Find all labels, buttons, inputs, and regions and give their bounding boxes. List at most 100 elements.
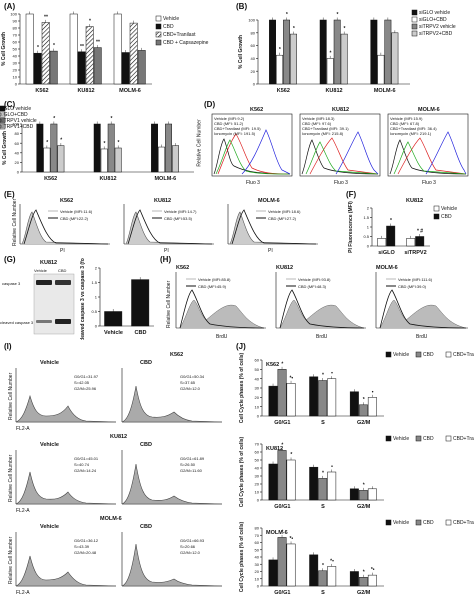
legend-d1-cbd: CBD (MFI: 51.2) [214,121,244,126]
bar-k562-cbd-tranilast [41,22,50,85]
significance-marker: * [37,45,39,51]
y-tick-label: 2 [95,266,98,271]
lane-vehicle: Vehicle [34,268,48,273]
legend-d1-vehicle: Vehicle (MFI:9.2) [214,116,245,121]
legend-e2-cbd: CBD (MFI:53.5) [164,216,193,221]
panel-h-title-k562: K562 [176,265,189,271]
panel-h-xlabel-2: BrdU [316,334,328,340]
bar-sitrpv2-cbd [415,236,425,247]
legend-h2-vehicle: Vehicle (MFI:93.8) [298,277,331,282]
y-tick-label: 60 [251,43,256,48]
lane-cbd: CBD [58,268,67,273]
bar-s-vehicle [309,554,319,587]
legend-d3-ionomycin: Ionomycin (MFI: 219.1) [390,131,432,136]
y-tick-label: 0 [257,414,260,419]
bar-molm-6-sitrpv2-cbd [391,32,399,85]
significance-marker: * [111,116,113,122]
panel-i-cell-cycle-histograms: K562 Vehicle CBD Relative Cell Number G0… [8,352,223,596]
y-tick-label: 0 [367,244,370,249]
significance-marker: * [281,529,283,535]
panel-i-title-molm6: MOLM-6 [100,516,122,522]
y-axis-label: Cell Cycle phases (% of cells) [239,522,245,593]
panel-e-xlabel-1: PI [60,248,65,254]
band-label-caspase3: caspase 3 [2,281,21,286]
y-tick-label: 10 [13,75,18,80]
significance-marker: ** [80,44,84,50]
panel-i-xlabel-3: FL2-A [16,590,30,596]
panel-h-title-molm6: MOLM-6 [376,265,398,271]
legend-vehicle: Vehicle [163,16,179,22]
bar-g0-g1-vehicle [268,559,278,587]
bar-g2-m-vehicle [349,488,359,501]
legend-d1-ionomycin: Ionomycin (MFI: 191.5) [214,131,256,136]
significance-marker: * [344,26,346,32]
tranilast-trace [393,141,467,175]
panel-d-fluo3-histograms: Relative Cell Number K562 Vehicle (MFI:9… [197,104,474,190]
y-tick-label: 60 [255,540,260,545]
cbd-trace [397,137,467,175]
y-tick-label: 90 [13,19,18,24]
ionomycin-trace [425,131,467,175]
i2-cbd-g0g1: G0/G1=61.89 [180,456,205,461]
significance-marker: * [104,141,106,147]
bar-g0-g1-cbd-tranilast [286,543,296,587]
significance-marker: * [322,470,324,476]
legend-swatch-sitrpv2-cbd [411,30,418,37]
bar-vehicle-value [104,311,123,327]
histogram-fill [121,543,223,587]
panel-i-col-vehicle-1: Vehicle [40,360,59,366]
legend-swatch-vehicle [433,205,440,212]
bar-molm-6-cbd [121,52,130,85]
i3-vehicle-g0g1: G0/G1=36.12 [74,538,99,543]
panel-d-frame-k562 [211,113,293,177]
y-tick-label: 100 [248,18,255,23]
y-tick-label: 0 [253,82,256,87]
bar-g0-g1-cbd [277,537,287,587]
bar-ku812-sitrpv2-cbd [340,33,348,85]
bar-molm-6-siglo-vehicle [151,123,158,173]
legend-d2-ionomycin: Ionomycin (MFI: 215.8) [302,131,344,136]
panel-e-title-ku812: KU812 [154,198,171,204]
vehicle-trace [389,139,467,175]
bar-molm-6-sitrpv2-vehicle [384,19,392,85]
bar-ku812-cbd [77,51,86,85]
vehicle-trace [21,211,109,245]
y-tick-label: 1.5 [91,280,97,285]
bar-s-cbd [318,570,328,587]
y-tick-label: 0 [257,584,260,589]
x-tick-label: CBD [135,330,147,336]
significance-marker: * [46,140,48,146]
legend-cbd-tranilast: CBD+Tranilast [163,32,196,38]
legend-e1-cbd: CBD (MFI:22.2) [60,216,89,221]
y-tick-label: 10 [255,490,260,495]
legend-swatch-cbd-tranilast [155,31,162,38]
y-tick-label: 0 [15,82,18,87]
legend-sitrpv1-cbd: siTRPV1+CBD [0,124,34,130]
bar-k562-cbd-capsazepine [49,50,58,85]
bar-sitrpv2-vehicle [406,238,416,247]
legend-vehicle: Vehicle [441,206,457,212]
x-tick-label: MOLM-6 [154,176,176,182]
x-tick-label: G0/G1 [274,420,290,426]
x-tick-label: G2/M [357,504,371,510]
panel-e-pi-histograms: Relative Cell Number K562 Vehicle (MFI:1… [12,198,318,254]
legend-swatch-cbd [155,23,162,30]
panel-label-c: (C) [4,100,16,109]
i3-cbd-g0g1: G0/G1=66.93 [180,538,205,543]
bar-ku812-siglo-vehicle [93,123,101,173]
band-caspase3-vehicle [36,280,52,285]
panel-i-col-vehicle-2: Vehicle [40,442,59,448]
cbd-trace [231,209,317,245]
legend-d2-cbd: CBD (MFI: 97.6) [302,121,332,126]
i1-vehicle-s: S=42.05 [74,380,90,385]
legend-vehicle: Vehicle [393,520,409,526]
bar-k562-sitrpv2-vehicle [283,19,290,85]
y-axis-label: PI Fluorescence (MFI) [348,201,354,253]
i1-cbd-s: S=37.65 [180,380,196,385]
panel-i-xlabel-2: FL2-A [16,508,30,514]
bar-ku812-cbd-capsazepine [93,47,102,85]
cbd-trace [309,137,379,175]
chart-title: MOLM-6 [266,530,288,536]
i1-vehicle-g2m: G2/M=25.96 [74,386,97,391]
bar-ku812-cbd-tranilast [85,26,94,85]
